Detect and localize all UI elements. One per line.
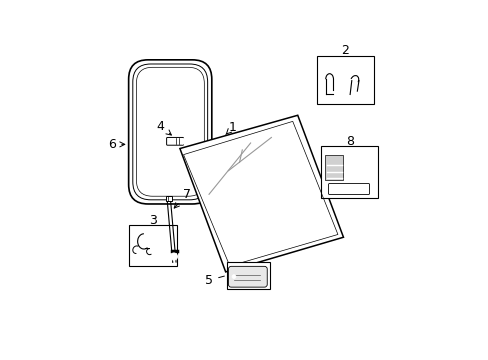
Circle shape [334,187,338,191]
Text: 5: 5 [205,274,224,287]
Bar [317,56,373,104]
Text: 7: 7 [174,188,190,208]
Circle shape [359,162,368,172]
FancyBboxPatch shape [128,60,211,204]
Text: 2: 2 [341,44,348,57]
Circle shape [261,215,264,219]
Circle shape [359,187,363,191]
FancyBboxPatch shape [328,184,369,194]
Circle shape [232,275,235,279]
Text: 3: 3 [149,214,157,227]
Polygon shape [180,115,343,272]
Bar [165,197,172,202]
FancyBboxPatch shape [166,138,183,145]
Bar [128,225,177,266]
Text: 4: 4 [156,120,171,135]
Circle shape [254,201,258,204]
Circle shape [249,220,253,224]
Bar [226,262,269,288]
Text: 1: 1 [225,121,236,135]
FancyBboxPatch shape [228,266,267,287]
Circle shape [180,139,185,144]
Text: 6: 6 [108,138,124,151]
Bar [325,156,343,180]
Circle shape [170,253,177,260]
Bar [321,146,377,198]
Circle shape [355,158,372,175]
Circle shape [258,208,262,211]
Text: 8: 8 [345,135,353,148]
Circle shape [197,165,201,168]
